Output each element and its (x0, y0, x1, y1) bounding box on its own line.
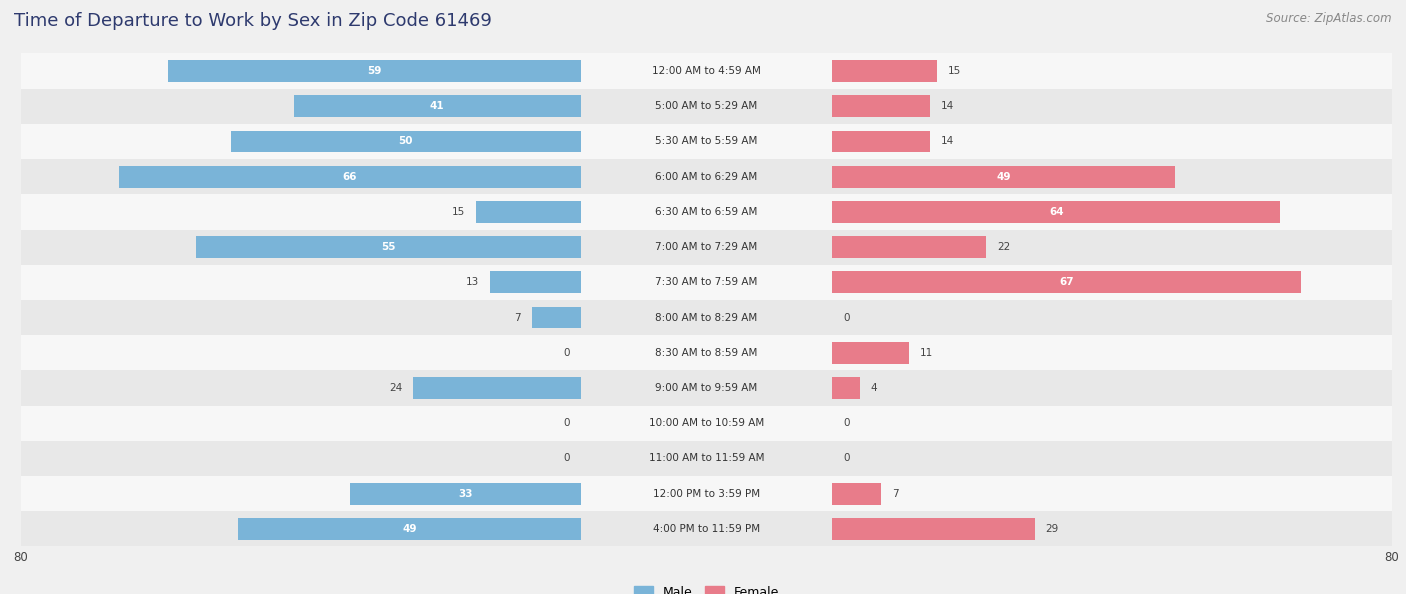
Bar (21, 441, 1392, 476)
Bar (832, 96, 931, 117)
Text: 11:00 AM to 11:59 AM: 11:00 AM to 11:59 AM (648, 453, 765, 463)
Text: 59: 59 (367, 66, 381, 76)
Text: 4:00 PM to 11:59 PM: 4:00 PM to 11:59 PM (652, 524, 761, 534)
Text: 22: 22 (997, 242, 1010, 252)
Text: 15: 15 (948, 66, 962, 76)
Text: 8:00 AM to 8:29 AM: 8:00 AM to 8:29 AM (655, 312, 758, 323)
Text: 7:30 AM to 7:59 AM: 7:30 AM to 7:59 AM (655, 277, 758, 287)
Bar (21, 265, 1392, 300)
Bar (120, 166, 581, 188)
Bar (21, 511, 1392, 546)
Bar (832, 236, 986, 258)
Bar (832, 60, 938, 82)
Text: 49: 49 (997, 172, 1011, 182)
Legend: Male, Female: Male, Female (628, 582, 785, 594)
Text: 13: 13 (465, 277, 479, 287)
Bar (832, 166, 1175, 188)
Text: 0: 0 (844, 418, 849, 428)
Bar (21, 229, 1392, 265)
Bar (489, 271, 581, 293)
Text: 5:30 AM to 5:59 AM: 5:30 AM to 5:59 AM (655, 137, 758, 147)
Bar (21, 124, 1392, 159)
Bar (238, 518, 581, 540)
Bar (832, 518, 1035, 540)
Text: 67: 67 (1059, 277, 1074, 287)
Text: 12:00 PM to 3:59 PM: 12:00 PM to 3:59 PM (652, 489, 761, 498)
Text: Time of Departure to Work by Sex in Zip Code 61469: Time of Departure to Work by Sex in Zip … (14, 12, 492, 30)
Text: 14: 14 (941, 137, 955, 147)
Bar (294, 96, 581, 117)
Text: 7: 7 (515, 312, 522, 323)
Bar (531, 307, 581, 328)
Bar (21, 53, 1392, 89)
Bar (832, 131, 931, 153)
Bar (195, 236, 581, 258)
Text: 64: 64 (1049, 207, 1063, 217)
Text: 49: 49 (402, 524, 416, 534)
Bar (832, 271, 1301, 293)
Text: 8:30 AM to 8:59 AM: 8:30 AM to 8:59 AM (655, 348, 758, 358)
Text: 6:30 AM to 6:59 AM: 6:30 AM to 6:59 AM (655, 207, 758, 217)
Bar (413, 377, 581, 399)
Text: 11: 11 (920, 348, 934, 358)
Bar (832, 342, 910, 364)
Text: 41: 41 (430, 102, 444, 111)
Text: 66: 66 (343, 172, 357, 182)
Bar (832, 377, 860, 399)
Text: 29: 29 (1046, 524, 1059, 534)
Bar (21, 476, 1392, 511)
Text: 0: 0 (564, 348, 569, 358)
Bar (21, 300, 1392, 335)
Text: 5:00 AM to 5:29 AM: 5:00 AM to 5:29 AM (655, 102, 758, 111)
Bar (21, 89, 1392, 124)
Text: 7: 7 (891, 489, 898, 498)
Text: 14: 14 (941, 102, 955, 111)
Text: 15: 15 (451, 207, 465, 217)
Bar (350, 483, 581, 504)
Text: 55: 55 (381, 242, 395, 252)
Text: 6:00 AM to 6:29 AM: 6:00 AM to 6:29 AM (655, 172, 758, 182)
Text: 7:00 AM to 7:29 AM: 7:00 AM to 7:29 AM (655, 242, 758, 252)
Text: 4: 4 (870, 383, 877, 393)
Bar (832, 201, 1279, 223)
Text: 0: 0 (564, 453, 569, 463)
Bar (21, 406, 1392, 441)
Text: 0: 0 (564, 418, 569, 428)
Text: 33: 33 (458, 489, 472, 498)
Text: 10:00 AM to 10:59 AM: 10:00 AM to 10:59 AM (650, 418, 763, 428)
Bar (231, 131, 581, 153)
Text: 9:00 AM to 9:59 AM: 9:00 AM to 9:59 AM (655, 383, 758, 393)
Text: 24: 24 (389, 383, 402, 393)
Text: Source: ZipAtlas.com: Source: ZipAtlas.com (1267, 12, 1392, 25)
Bar (21, 335, 1392, 371)
Bar (832, 483, 882, 504)
Text: 12:00 AM to 4:59 AM: 12:00 AM to 4:59 AM (652, 66, 761, 76)
Text: 50: 50 (398, 137, 413, 147)
Text: 0: 0 (844, 453, 849, 463)
Bar (167, 60, 581, 82)
Bar (21, 371, 1392, 406)
Bar (21, 159, 1392, 194)
Text: 0: 0 (844, 312, 849, 323)
Bar (21, 194, 1392, 229)
Bar (475, 201, 581, 223)
